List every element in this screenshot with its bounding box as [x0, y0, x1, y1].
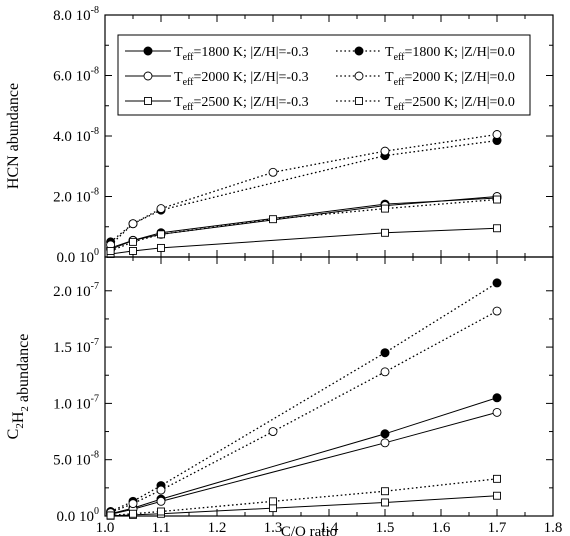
- c2h2-series-4-point: [268, 427, 278, 436]
- hcn-panel: 0.0 100 2.0 10-8 4.0 10-8 6.0 10-8 8.0 10-8 H…: [5, 5, 554, 266]
- c2h2-series-5-point: [269, 504, 277, 513]
- c2h2-series-2-point: [492, 278, 502, 288]
- c2h2-series-4-point: [156, 485, 166, 495]
- c2h2-series-4-point: [380, 367, 390, 377]
- legend-marker: [355, 97, 363, 105]
- c2h2-series-6-point: [381, 487, 389, 496]
- c2h2-series-6-point: [106, 511, 115, 520]
- hcn-series-5-point: [381, 228, 389, 237]
- hcn-series-6-point: [129, 237, 137, 246]
- c2h2-series-3-point: [380, 438, 390, 448]
- c2h2-series-4-line: [110, 310, 498, 514]
- hcn-series-6-point: [493, 195, 501, 204]
- c2h2-series-6-point: [493, 474, 501, 483]
- legend-marker: [144, 97, 152, 105]
- x-tick-label: 1.5: [376, 520, 395, 536]
- c2h2-y-tick-label: 5.0 10-8: [53, 450, 99, 469]
- hcn-y-tick-label: 6.0 10-8: [53, 66, 99, 85]
- hcn-series-4-line: [110, 133, 498, 246]
- legend-label: Teff=2500 K; |Z/H|=-0.3: [174, 95, 309, 113]
- hcn-series-6-point: [106, 246, 115, 255]
- legend-box: [117, 34, 531, 116]
- c2h2-plot-frame: [104, 256, 554, 517]
- legend: Teff=1800 K; |Z/H|=-0.3 Teff=1800 K; |Z/H…: [117, 34, 531, 116]
- c2h2-y-tick-label: 1.5 10-7: [53, 337, 99, 356]
- legend-marker: [354, 71, 364, 81]
- hcn-series-6-point: [157, 230, 165, 239]
- c2h2-series-1-point: [492, 393, 502, 403]
- legend-label: Teff=2000 K; |Z/H|=0.0: [385, 70, 515, 88]
- x-axis-label: C/O ratio: [281, 524, 337, 536]
- legend-label: Teff=2500 K; |Z/H|=0.0: [385, 95, 515, 113]
- c2h2-series-1-line: [110, 397, 498, 515]
- legend-label: Teff=1800 K; |Z/H|=0.0: [385, 45, 515, 63]
- hcn-y-tick-label: 2.0 10-8: [53, 187, 99, 206]
- x-tick-label: 1.0: [96, 520, 115, 536]
- c2h2-series-4-point: [492, 306, 502, 316]
- c2h2-series-3-point: [156, 496, 166, 506]
- c2h2-series-6-line: [110, 478, 498, 517]
- hcn-series-6-line: [110, 198, 498, 252]
- x-tick-label: 1.4: [320, 520, 339, 536]
- hcn-series-4-point: [156, 204, 166, 214]
- legend-marker: [143, 46, 153, 56]
- hcn-series-5-point: [157, 243, 165, 252]
- legend-label: Teff=1800 K; |Z/H|=-0.3: [174, 45, 309, 63]
- x-tick-label: 1.2: [208, 520, 227, 536]
- legend-marker: [143, 71, 153, 81]
- hcn-series-4-point: [492, 130, 502, 139]
- hcn-y-tick-label: 8.0 10-8: [53, 5, 99, 24]
- hcn-series-4-point: [268, 167, 278, 177]
- c2h2-series-2-point: [380, 348, 390, 358]
- hcn-series-4-point: [380, 146, 390, 156]
- c2h2-series-6-point: [157, 507, 165, 516]
- x-tick-label: 1.7: [488, 520, 507, 536]
- c2h2-series-5-point: [381, 498, 389, 507]
- x-tick-label: 1.3: [264, 520, 283, 536]
- c2h2-series-5-point: [493, 491, 501, 500]
- c2h2-series-2-line: [110, 282, 498, 513]
- hcn-y-axis-label: HCN abundance: [5, 83, 22, 189]
- c2h2-panel: 0.0 100 5.0 10-8 1.0 10-7 1.5 10-7 2.0 10-7 C…: [5, 256, 563, 536]
- hcn-y-tick-label: 4.0 10-8: [53, 126, 99, 145]
- hcn-series-6-point: [381, 204, 389, 213]
- c2h2-series-4-point: [128, 499, 138, 509]
- c2h2-y-axis-label: C2H2 abundance: [5, 334, 32, 440]
- hcn-series-5-point: [493, 224, 501, 233]
- legend-marker: [354, 46, 364, 56]
- hcn-series-6-point: [269, 215, 277, 224]
- hcn-series-5-point: [129, 246, 137, 255]
- c2h2-y-tick-label: 0.0 100: [57, 506, 100, 525]
- x-tick-label: 1.1: [152, 520, 171, 536]
- hcn-series-1-line: [110, 197, 498, 249]
- c2h2-series-6-point: [129, 509, 137, 518]
- c2h2-series-6-point: [269, 497, 277, 506]
- c2h2-y-tick-label: 1.0 10-7: [53, 393, 99, 412]
- legend-label: Teff=2000 K; |Z/H|=-0.3: [174, 70, 309, 88]
- x-tick-label: 1.8: [544, 520, 563, 536]
- hcn-y-tick-label: 0.0 100: [57, 247, 100, 266]
- hcn-series-4-point: [128, 219, 138, 229]
- c2h2-series-3-point: [492, 407, 502, 417]
- c2h2-series-1-point: [380, 429, 390, 439]
- x-tick-label: 1.6: [432, 520, 451, 536]
- c2h2-y-tick-label: 2.0 10-7: [53, 281, 99, 300]
- hcn-series-2-line: [110, 139, 498, 243]
